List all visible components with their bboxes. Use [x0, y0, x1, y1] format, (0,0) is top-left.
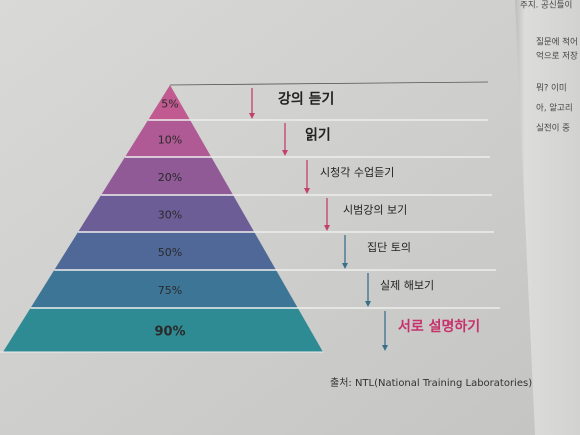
source: 출처: NTL(National Training Laboratories)	[330, 377, 532, 389]
arrow-head	[282, 150, 288, 156]
level-label: 시청각 수업듣기	[320, 166, 394, 179]
right-page-text: 주지. 공신들이	[520, 0, 572, 11]
right-page-text: 뭐? 이미	[536, 83, 567, 94]
right-page-text: 질문에 적어	[536, 37, 578, 48]
arrow-head	[324, 225, 330, 231]
right-page	[515, 0, 580, 435]
arrow-head	[304, 188, 310, 194]
divider	[169, 81, 489, 86]
arrow-head	[365, 301, 371, 307]
percent: 50%	[158, 246, 182, 259]
pyramid-band	[54, 232, 277, 270]
pyramid-band	[3, 308, 323, 352]
percent: 30%	[158, 209, 182, 222]
percent: 75%	[158, 284, 182, 297]
right-page-text: 실전이 중	[536, 123, 570, 134]
percent: 90%	[154, 325, 185, 340]
pyramid-band	[101, 157, 234, 195]
level-label: 집단 토의	[367, 241, 411, 254]
arrow-head	[342, 263, 348, 269]
arrow-head	[382, 345, 388, 351]
level-label: 읽기	[305, 128, 331, 144]
pyramid-band	[78, 195, 255, 232]
level-label: 실제 해보기	[380, 278, 434, 292]
pyramid-band	[30, 270, 298, 308]
arrow-head	[249, 113, 255, 119]
pyramid-band	[124, 120, 212, 157]
percent: 10%	[158, 134, 182, 147]
right-page-text: 억으로 저장	[536, 51, 578, 62]
percent: 20%	[158, 171, 182, 184]
right-page-text: 아, 알고리	[536, 103, 573, 114]
percent: 5%	[161, 98, 178, 111]
level-label: 시범강의 보기	[343, 204, 407, 217]
level-label: 서로 설명하기	[398, 318, 480, 335]
level-label: 강의 듣기	[278, 91, 334, 108]
pyramid-band	[148, 85, 191, 120]
